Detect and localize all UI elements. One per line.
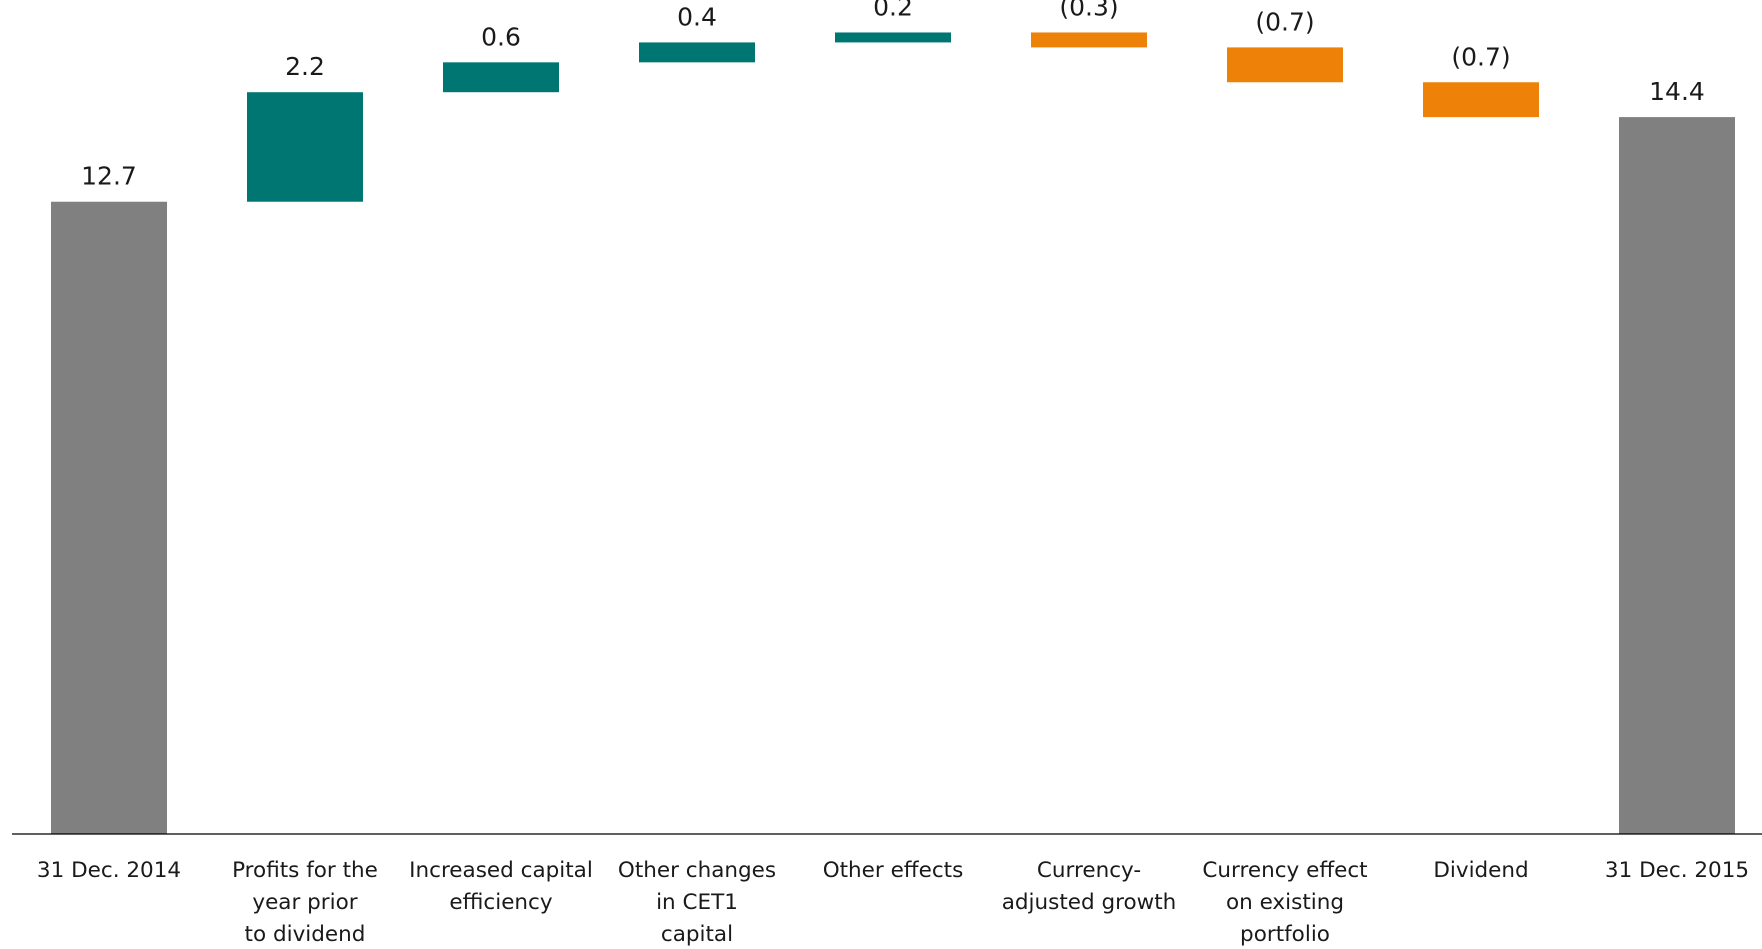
value-label-5: (0.3) bbox=[1059, 0, 1118, 21]
category-label-4-line-0: Other effects bbox=[823, 858, 964, 883]
category-label-4: Other effects bbox=[823, 858, 964, 883]
value-label-3: 0.4 bbox=[677, 2, 717, 31]
value-label-4: 0.2 bbox=[873, 0, 913, 21]
category-label-2: Increased capital efficiency bbox=[409, 858, 593, 915]
value-label-8: 14.4 bbox=[1649, 77, 1705, 106]
bars-layer bbox=[51, 32, 1735, 835]
bar-4-increase bbox=[835, 32, 951, 43]
category-label-5: Currency-adjusted growth bbox=[1002, 858, 1177, 915]
category-label-2-line-0: Increased capital bbox=[409, 858, 593, 883]
category-label-6-line-2: portfolio bbox=[1240, 922, 1330, 947]
bar-7-decrease bbox=[1423, 82, 1539, 118]
category-label-3-line-1: in CET1 bbox=[656, 890, 738, 915]
category-labels-layer: 31 Dec. 2014 Profits for the year prior to … bbox=[37, 858, 1749, 947]
value-label-1: 2.2 bbox=[285, 52, 325, 81]
category-label-0-line-0: 31 Dec. 2014 bbox=[37, 858, 181, 883]
value-label-2: 0.6 bbox=[481, 22, 521, 51]
value-label-7: (0.7) bbox=[1451, 42, 1510, 71]
category-label-6-line-0: Currency effect bbox=[1202, 858, 1367, 883]
category-label-1-line-0: Profits for the bbox=[232, 858, 378, 883]
category-label-3-line-2: capital bbox=[661, 922, 733, 947]
bar-8-total bbox=[1619, 117, 1735, 834]
category-label-2-line-1: efficiency bbox=[449, 890, 552, 915]
category-label-8-line-0: 31 Dec. 2015 bbox=[1605, 858, 1749, 883]
category-label-5-line-0: Currency- bbox=[1037, 858, 1141, 883]
category-label-1-line-1: year prior bbox=[252, 890, 357, 915]
bar-3-increase bbox=[639, 42, 755, 63]
value-label-0: 12.7 bbox=[81, 162, 137, 191]
category-label-8: 31 Dec. 2015 bbox=[1605, 858, 1749, 883]
value-labels-layer: 12.7 2.2 0.6 0.4 0.2 (0.3) (0.7) (0.7) 14.4 bbox=[81, 0, 1705, 191]
category-label-1-line-2: to dividend bbox=[245, 922, 366, 947]
category-label-6: Currency effect on existing portfolio bbox=[1202, 858, 1367, 947]
category-label-3: Other changes in CET1 capital bbox=[618, 858, 776, 947]
category-label-6-line-1: on existing bbox=[1226, 890, 1344, 915]
bar-6-decrease bbox=[1227, 47, 1343, 83]
category-label-5-line-1: adjusted growth bbox=[1002, 890, 1177, 915]
category-label-0: 31 Dec. 2014 bbox=[37, 858, 181, 883]
value-label-6: (0.7) bbox=[1255, 7, 1314, 36]
category-label-3-line-0: Other changes bbox=[618, 858, 776, 883]
category-label-7-line-0: Dividend bbox=[1433, 858, 1528, 883]
category-label-7: Dividend bbox=[1433, 858, 1528, 883]
bar-1-increase bbox=[247, 92, 363, 202]
category-label-1: Profits for the year prior to dividend bbox=[232, 858, 378, 947]
bar-5-decrease bbox=[1031, 32, 1147, 48]
bar-2-increase bbox=[443, 62, 559, 93]
bar-0-total bbox=[51, 201, 167, 835]
